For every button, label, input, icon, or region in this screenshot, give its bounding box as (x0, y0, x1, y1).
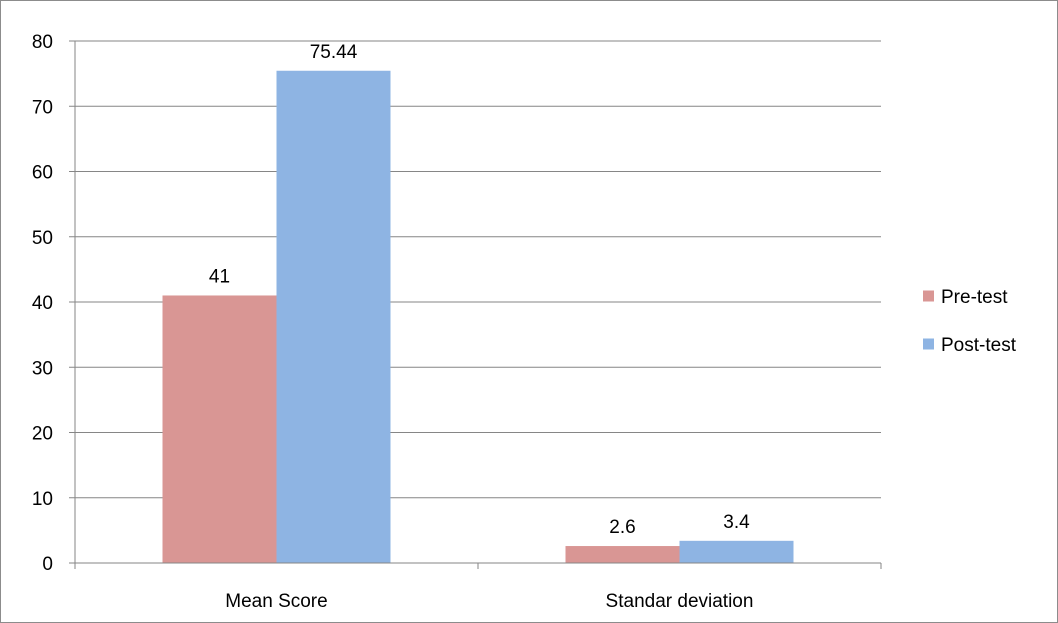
legend-label: Pre-test (941, 287, 1008, 308)
axes: 0 10 20 30 40 50 60 70 80 Mean Score Standar devia… (32, 32, 882, 612)
y-tick-label: 40 (32, 293, 53, 314)
legend-swatch-pre-test (923, 290, 934, 302)
y-tick-label: 0 (42, 554, 53, 575)
y-tick-label: 60 (32, 163, 53, 184)
y-tick-label: 30 (32, 358, 53, 379)
x-category-label: Mean Score (225, 591, 327, 612)
data-label: 3.4 (723, 512, 750, 533)
bar-post-test-1 (276, 70, 391, 563)
bar-post-test-2 (679, 540, 794, 563)
legend-label: Post-test (941, 335, 1017, 356)
legend-swatch-post-test (923, 338, 934, 350)
y-tick-label: 10 (32, 489, 53, 510)
x-category-label: Standar deviation (606, 591, 754, 612)
data-label: 75.44 (310, 42, 358, 63)
y-tick-label: 20 (32, 424, 53, 445)
data-label: 41 (209, 266, 230, 287)
y-tick-label: 70 (32, 97, 53, 118)
y-tick-label: 50 (32, 228, 53, 249)
data-labels: 41 75.44 2.6 3.4 (209, 42, 750, 538)
bars (162, 70, 794, 563)
y-tick-label: 80 (32, 32, 53, 53)
legend: Pre-test Post-test (923, 287, 1017, 356)
bar-pre-test-1 (162, 295, 277, 563)
bar-pre-test-2 (565, 546, 680, 563)
data-label: 2.6 (609, 517, 635, 538)
